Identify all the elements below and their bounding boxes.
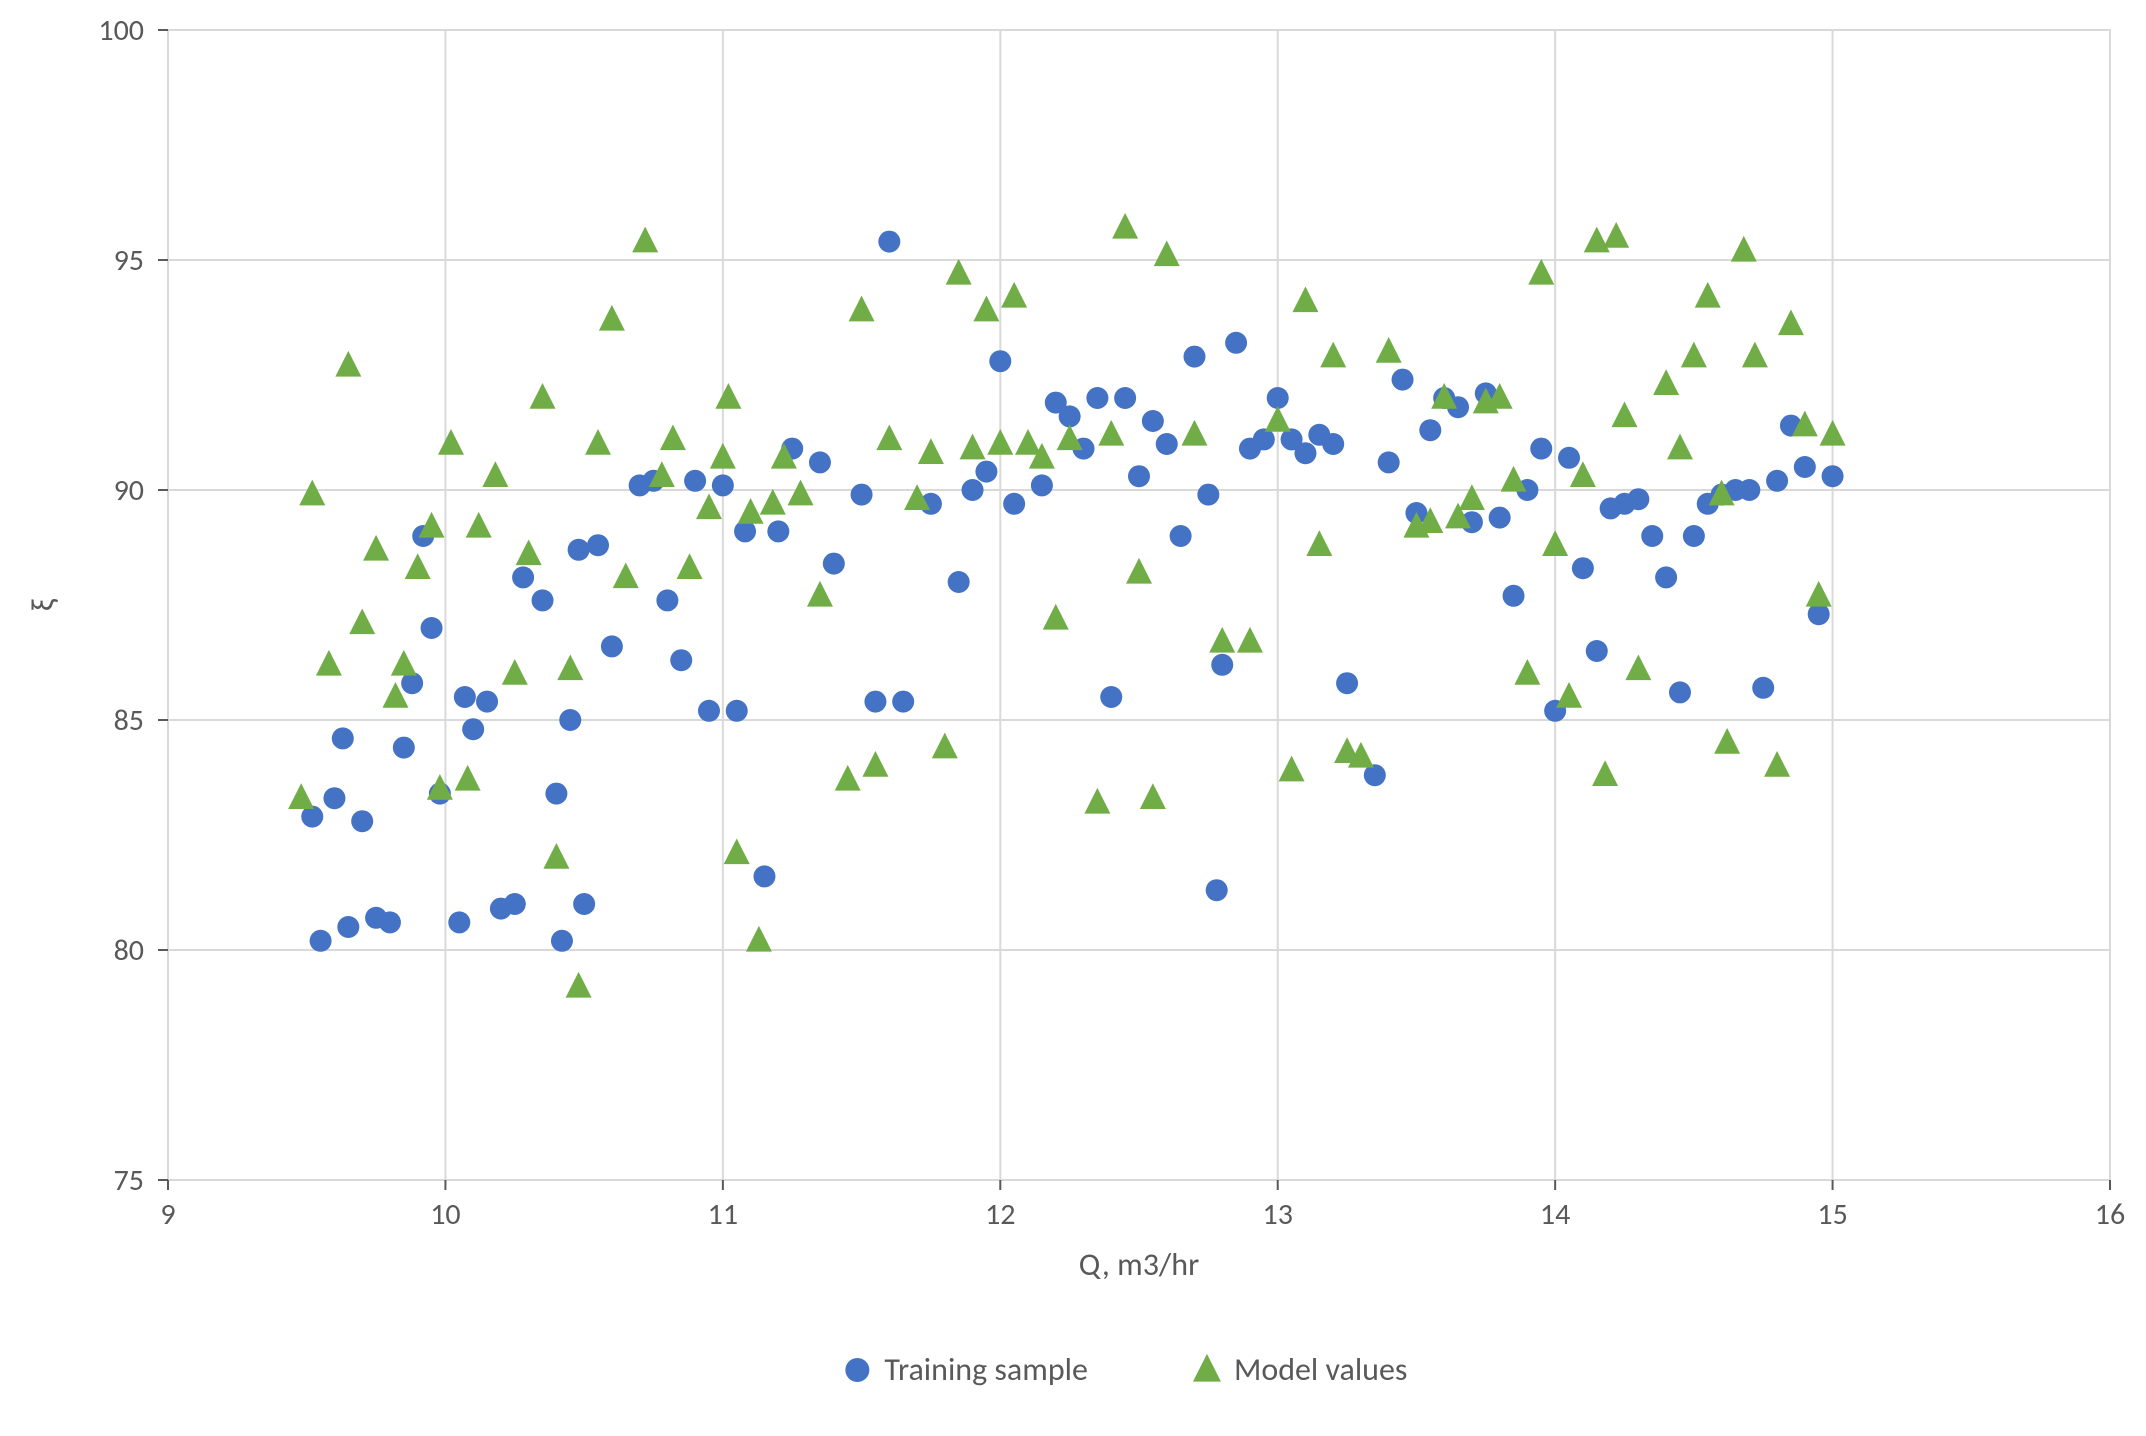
y-tick-label: 80 <box>114 932 144 969</box>
x-tick-label: 13 <box>1263 1196 1293 1233</box>
x-axis-title: Q, m3/hr <box>1079 1245 1200 1284</box>
x-tick-label: 11 <box>708 1196 738 1233</box>
x-tick-label: 9 <box>160 1196 175 1233</box>
y-tick-label: 85 <box>114 702 144 739</box>
x-tick-label: 12 <box>985 1196 1015 1233</box>
y-axis-title: ξ <box>23 598 62 611</box>
scatter-chart: 9 10 11 12 13 14 15 16 75 80 85 90 95 100 Q, m3/hr ξ Tra… <box>0 0 2146 1436</box>
x-tick-label: 15 <box>1817 1196 1847 1233</box>
legend-label-training-sample: Training sample <box>884 1350 1088 1389</box>
x-tick-label: 10 <box>430 1196 460 1233</box>
y-tick-label: 75 <box>114 1162 144 1199</box>
y-tick-label: 95 <box>114 242 144 279</box>
x-tick-label: 14 <box>1540 1196 1570 1233</box>
y-tick-label: 90 <box>114 472 144 509</box>
y-tick-label: 100 <box>98 12 144 49</box>
x-tick-label: 16 <box>2095 1196 2125 1233</box>
chart-svg: 9 10 11 12 13 14 15 16 75 80 85 90 95 100 Q, m3/hr ξ Tra… <box>0 0 2146 1436</box>
legend-label-model-values: Model values <box>1234 1350 1407 1389</box>
